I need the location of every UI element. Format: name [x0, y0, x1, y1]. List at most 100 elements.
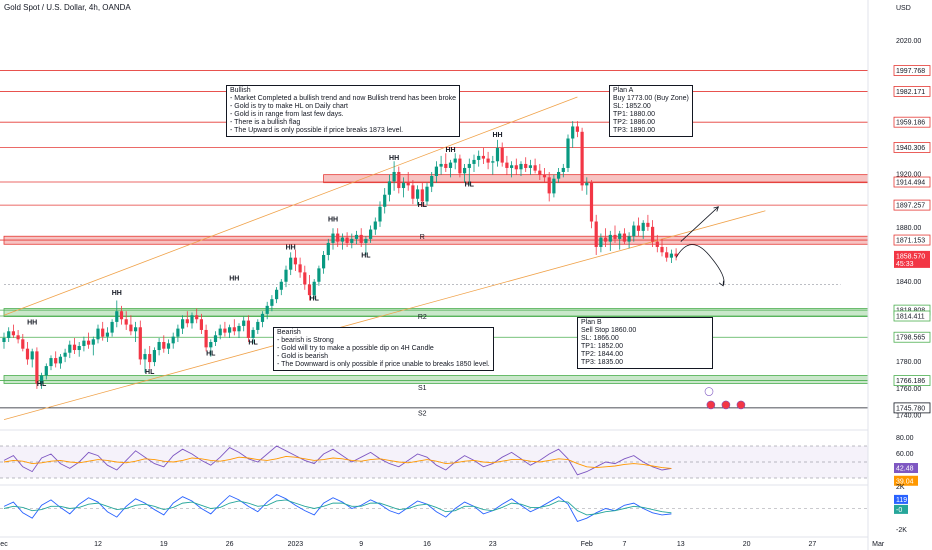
- candle-body[interactable]: [510, 165, 514, 168]
- candle-body[interactable]: [157, 341, 161, 351]
- candle-body[interactable]: [524, 163, 528, 168]
- price-level-tag[interactable]: [893, 402, 931, 414]
- price-level-tag[interactable]: [893, 176, 931, 188]
- candle-body[interactable]: [618, 233, 622, 239]
- candle-body[interactable]: [101, 328, 105, 337]
- projection-path[interactable]: [680, 206, 719, 242]
- candle-body[interactable]: [387, 181, 391, 195]
- candle-body[interactable]: [397, 171, 401, 189]
- event-icon[interactable]: [704, 387, 714, 396]
- candle-body[interactable]: [486, 158, 490, 163]
- candle-body[interactable]: [533, 165, 537, 171]
- candle-body[interactable]: [143, 354, 147, 360]
- candle-body[interactable]: [49, 358, 53, 367]
- candle-body[interactable]: [199, 319, 203, 330]
- candle-body[interactable]: [406, 182, 410, 186]
- candle-body[interactable]: [613, 234, 617, 239]
- candle-body[interactable]: [303, 272, 307, 285]
- candle-body[interactable]: [190, 315, 194, 324]
- macd-signal-line[interactable]: [3, 499, 672, 516]
- candle-body[interactable]: [599, 237, 603, 247]
- candle-body[interactable]: [528, 165, 532, 168]
- candle-body[interactable]: [115, 311, 119, 322]
- candle-body[interactable]: [416, 189, 420, 199]
- candle-body[interactable]: [665, 252, 669, 258]
- candle-body[interactable]: [181, 319, 185, 329]
- candle-body[interactable]: [651, 226, 655, 242]
- candle-body[interactable]: [669, 253, 673, 258]
- candle-body[interactable]: [538, 170, 542, 175]
- candle-body[interactable]: [317, 268, 321, 282]
- candle-body[interactable]: [589, 182, 594, 222]
- price-level-tag[interactable]: [893, 331, 931, 343]
- candle-body[interactable]: [185, 319, 189, 324]
- candle-body[interactable]: [566, 138, 570, 168]
- candle-body[interactable]: [514, 165, 518, 170]
- candle-body[interactable]: [448, 162, 453, 168]
- candle-body[interactable]: [604, 237, 608, 242]
- candle-body[interactable]: [265, 305, 269, 314]
- price-level-tag[interactable]: [893, 234, 931, 246]
- candle-body[interactable]: [195, 315, 199, 320]
- event-icon[interactable]: [736, 400, 746, 410]
- projection-path[interactable]: [675, 244, 725, 286]
- candle-body[interactable]: [336, 233, 340, 242]
- candle-body[interactable]: [176, 328, 180, 337]
- candle-body[interactable]: [223, 328, 227, 333]
- candle-body[interactable]: [580, 131, 584, 186]
- candle-body[interactable]: [148, 354, 152, 363]
- event-icon[interactable]: [721, 400, 731, 410]
- candle-body[interactable]: [594, 221, 598, 247]
- candle-body[interactable]: [152, 350, 156, 363]
- candle-body[interactable]: [411, 185, 415, 199]
- candle-body[interactable]: [383, 194, 387, 207]
- candle-body[interactable]: [218, 328, 222, 336]
- candle-body[interactable]: [256, 321, 260, 330]
- candle-body[interactable]: [636, 225, 641, 231]
- rsi-line[interactable]: [3, 445, 672, 476]
- candle-body[interactable]: [166, 343, 171, 349]
- event-icon[interactable]: [706, 400, 716, 410]
- price-level-tag[interactable]: [893, 375, 931, 386]
- candle-body[interactable]: [519, 163, 523, 170]
- trend-channel-line[interactable]: [3, 96, 578, 316]
- price-level-tag[interactable]: [893, 65, 931, 76]
- candle-body[interactable]: [110, 321, 114, 333]
- candle-body[interactable]: [246, 320, 250, 338]
- candle-body[interactable]: [228, 327, 232, 333]
- candle-body[interactable]: [575, 126, 579, 132]
- candle-body[interactable]: [63, 352, 67, 357]
- candle-body[interactable]: [444, 163, 448, 168]
- annotation-plan-a[interactable]: Plan A Buy 1773.00 (Buy Zone) SL: 1852.0…: [609, 85, 693, 137]
- current-price-tag[interactable]: [894, 250, 930, 268]
- price-zone[interactable]: [3, 375, 869, 384]
- candle-body[interactable]: [138, 327, 142, 360]
- candle-body[interactable]: [434, 166, 438, 176]
- candle-body[interactable]: [646, 222, 650, 227]
- candle-body[interactable]: [87, 340, 91, 345]
- candle-body[interactable]: [40, 375, 44, 384]
- candle-body[interactable]: [608, 234, 612, 242]
- candle-body[interactable]: [420, 189, 424, 202]
- candle-body[interactable]: [491, 161, 495, 163]
- candle-body[interactable]: [105, 332, 109, 337]
- annotation-bearish[interactable]: Bearish - bearish is Strong - Gold will …: [273, 327, 494, 371]
- candle-body[interactable]: [674, 253, 678, 257]
- candle-body[interactable]: [430, 175, 434, 187]
- candle-body[interactable]: [622, 233, 626, 242]
- candle-body[interactable]: [345, 237, 349, 243]
- candle-body[interactable]: [331, 233, 335, 243]
- candle-body[interactable]: [585, 182, 589, 186]
- candle-body[interactable]: [68, 344, 72, 353]
- candle-body[interactable]: [2, 337, 6, 342]
- candle-body[interactable]: [627, 236, 631, 242]
- candle-body[interactable]: [439, 163, 443, 167]
- candle-body[interactable]: [119, 311, 124, 320]
- candle-body[interactable]: [242, 320, 246, 326]
- candle-body[interactable]: [632, 225, 636, 237]
- candle-body[interactable]: [298, 264, 302, 273]
- price-level-tag[interactable]: [893, 116, 931, 128]
- candle-body[interactable]: [542, 174, 547, 178]
- candle-body[interactable]: [91, 339, 95, 345]
